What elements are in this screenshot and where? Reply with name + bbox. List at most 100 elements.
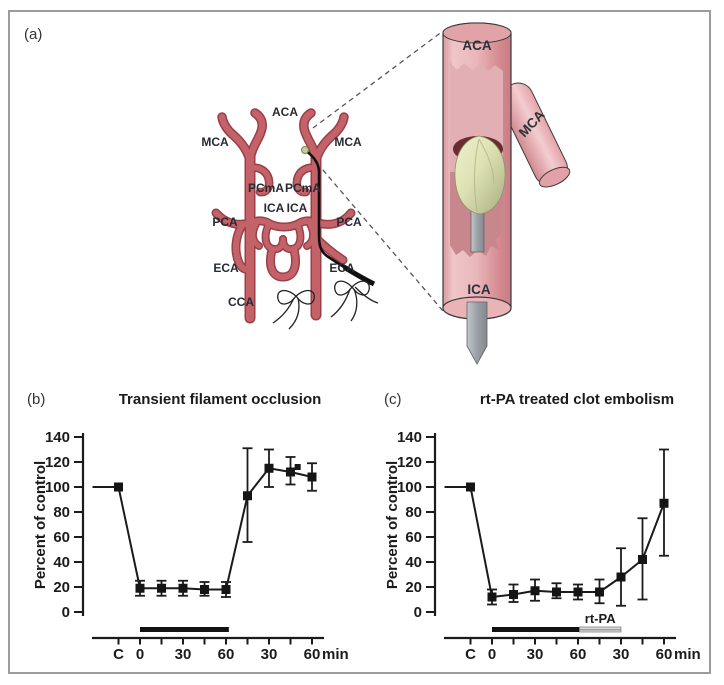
occlusion-bar [492, 627, 580, 632]
label-pca-right: PCA [336, 215, 362, 229]
y-tick-label: 40 [53, 554, 70, 571]
data-marker [221, 585, 231, 594]
data-marker [242, 491, 252, 501]
occlusion-bar [140, 627, 229, 632]
knot-eca-tails [330, 286, 379, 322]
y-tick-label: 60 [405, 529, 422, 546]
panel-c-letter: (c) [384, 391, 402, 408]
label-ica-left: ICA [264, 201, 285, 215]
y-tick-label: 100 [397, 479, 422, 496]
y-tick-label: 0 [62, 604, 70, 621]
suture-knots [272, 280, 379, 330]
data-marker [264, 463, 274, 473]
filament-path [305, 149, 376, 287]
clot-facets [474, 138, 495, 212]
data-marker [466, 482, 476, 492]
data-marker [637, 555, 647, 564]
y-tick-label: 0 [414, 604, 422, 621]
vessel-top-face [442, 22, 512, 44]
knot-cca-tails [272, 297, 300, 330]
data-marker [487, 592, 497, 602]
clot-site-dot [301, 146, 309, 154]
zoom-line-top [312, 30, 444, 129]
anatomy-panel: ACA MCA MCA PCmA PCmA ICA ICA PCA PCA EC… [201, 22, 571, 365]
y-tick-label: 60 [53, 529, 70, 546]
data-marker [307, 472, 317, 482]
data-marker [530, 586, 540, 596]
y-tick-label: 140 [397, 429, 422, 446]
filament-proximal [342, 264, 376, 287]
label-cca: CCA [228, 295, 254, 309]
data-marker [135, 583, 145, 593]
data-marker [114, 482, 124, 492]
x-tick-label: 60 [218, 646, 235, 663]
y-tick-label: 120 [45, 454, 70, 471]
treatment-bar-striped [579, 626, 622, 633]
x-tick-label: 0 [488, 646, 496, 663]
y-tick-label: 80 [53, 504, 70, 521]
x-axis-unit: min [322, 646, 349, 663]
filament-rod-lower [466, 301, 488, 365]
knot-eca-loops [334, 280, 370, 296]
zoom-line-bottom [316, 162, 444, 312]
y-tick-label: 20 [53, 579, 70, 596]
clot-body [454, 135, 506, 215]
chart-b-title: Transient filament occlusion [118, 391, 322, 408]
y-tick-label: 120 [397, 454, 422, 471]
label-mca-right: MCA [334, 135, 362, 149]
y-axis-label: Percent of control [384, 461, 401, 589]
y-tick-label: 100 [45, 479, 70, 496]
label-aca: ACA [272, 105, 298, 119]
x-tick-label: C [465, 646, 476, 663]
data-marker [199, 585, 209, 594]
data-marker [616, 572, 626, 582]
knot-cca-loops [277, 289, 315, 305]
bar-label: rt-PA [585, 611, 616, 626]
artery-labels: ACA MCA MCA PCmA PCmA ICA ICA PCA PCA EC… [201, 105, 362, 309]
label-eca-left: ECA [213, 261, 239, 275]
circle-of-willis [213, 109, 354, 322]
data-marker [594, 587, 604, 597]
data-marker [294, 464, 301, 470]
zoom-dashed-lines [312, 30, 444, 312]
chart-c-title: rt-PA treated clot embolism [479, 391, 675, 408]
y-tick-label: 80 [405, 504, 422, 521]
data-marker [156, 583, 166, 593]
x-tick-label: C [113, 646, 124, 663]
y-axis-label: Percent of control [32, 461, 49, 589]
x-tick-label: 30 [613, 646, 630, 663]
data-marker [508, 590, 518, 599]
x-tick-label: 60 [304, 646, 321, 663]
mca-branch-endface [538, 166, 571, 188]
y-tick-label: 20 [405, 579, 422, 596]
series-line [469, 486, 665, 598]
data-marker [573, 587, 583, 597]
label-eca-right: ECA [329, 261, 355, 275]
data-marker [659, 498, 669, 508]
label-pcma-left: PCmA [248, 181, 284, 195]
panel-a-letter: (a) [24, 26, 43, 43]
x-tick-label: 30 [527, 646, 544, 663]
vessel-inset: ACA MCA ICA [442, 22, 571, 365]
y-tick-label: 40 [405, 554, 422, 571]
data-marker [178, 583, 188, 593]
x-tick-label: 60 [656, 646, 673, 663]
label-mca-left: MCA [201, 135, 229, 149]
x-tick-label: 60 [570, 646, 587, 663]
x-axis-unit: min [674, 646, 701, 663]
x-tick-label: 30 [261, 646, 278, 663]
label-pca-left: PCA [212, 215, 238, 229]
data-marker [285, 467, 295, 477]
y-tick-label: 140 [45, 429, 70, 446]
series-line [117, 467, 313, 591]
inset-label-ica: ICA [467, 282, 491, 297]
inset-label-aca: ACA [462, 38, 491, 53]
x-tick-label: 0 [136, 646, 144, 663]
x-tick-label: 30 [175, 646, 192, 663]
data-marker [551, 587, 561, 597]
panel-b-letter: (b) [27, 391, 46, 408]
label-pcma-right: PCmA [285, 181, 321, 195]
